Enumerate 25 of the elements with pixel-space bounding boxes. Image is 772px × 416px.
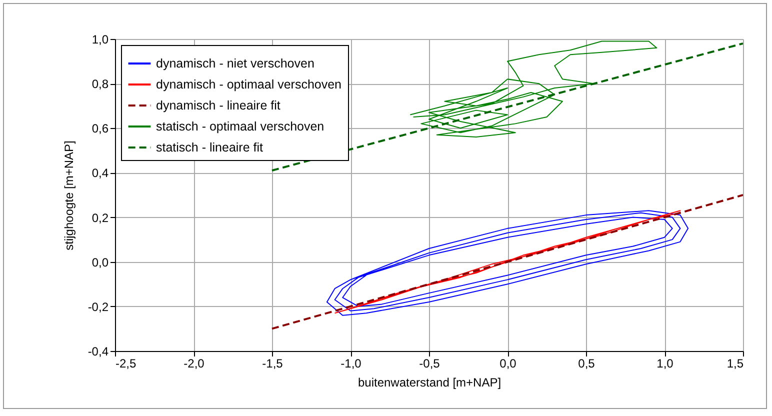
y-tick-label: 0,8 <box>92 77 109 92</box>
x-tick-label: -2,5 <box>116 356 137 370</box>
x-tick-label: 1,0 <box>656 356 674 370</box>
y-tick-label: 0,0 <box>92 255 109 270</box>
x-tick-label: -2,0 <box>184 356 205 370</box>
legend-label: statisch - optimaal verschoven <box>156 120 324 134</box>
x-tick-label: -0,5 <box>419 356 440 370</box>
x-axis-title: buitenwaterstand [m+NAP] <box>358 376 502 390</box>
x-tick-label: 0,0 <box>500 356 517 370</box>
x-tick-label: -1,5 <box>262 356 284 370</box>
y-tick-label: -0,4 <box>88 344 109 358</box>
legend-label: dynamisch - lineaire fit <box>156 98 281 112</box>
y-tick-label: 1,0 <box>92 32 109 46</box>
y-tick-label: 0,4 <box>92 166 109 180</box>
x-tick-label: 0,5 <box>578 356 596 370</box>
x-tick-label: -1,0 <box>340 356 362 370</box>
line-series <box>410 40 658 138</box>
x-tick-label: 1,5 <box>726 356 744 370</box>
y-tick-label: 0,6 <box>92 122 109 136</box>
legend-label: dynamisch - optimaal verschoven <box>156 78 342 92</box>
legend-label: statisch - lineaire fit <box>156 140 264 154</box>
y-tick-label: -0,2 <box>88 300 109 314</box>
y-tick-label: 0,2 <box>92 210 109 225</box>
legend-label: dynamisch - niet verschoven <box>156 56 314 70</box>
y-axis-title: stijghoogte [m+NAP] <box>62 140 76 250</box>
